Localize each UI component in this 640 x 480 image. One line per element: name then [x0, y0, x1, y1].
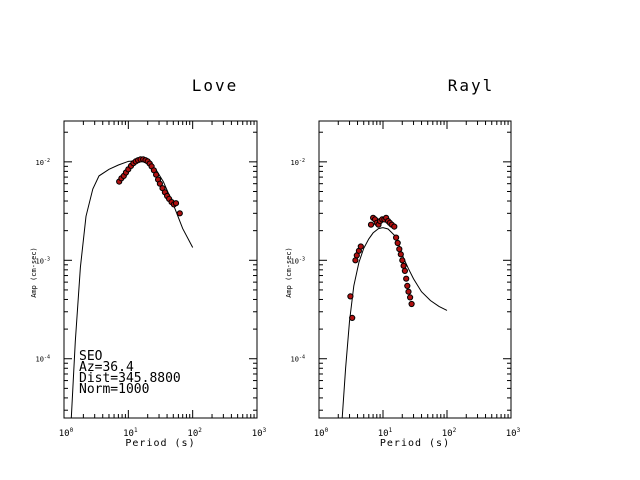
y-tick-label: 10-4 [291, 355, 305, 364]
x-tick-label-base: 10 [123, 429, 134, 439]
x-tick-label-base: 10 [506, 429, 517, 439]
x-tick-label-exponent: 0 [325, 427, 329, 434]
rayleigh-plot-frame [318, 120, 512, 419]
station-info-line: Dist=345.8800 [79, 371, 181, 386]
x-tick-label-exponent: 1 [389, 427, 393, 434]
y-tick-label-base: 10 [36, 159, 44, 167]
rayleigh-x-axis-label: Period (s) [380, 438, 450, 449]
station-info-line: Az=36.4 [79, 360, 134, 375]
x-tick-label: 101 [123, 427, 138, 439]
x-tick-label-exponent: 0 [70, 427, 74, 434]
y-tick-label-base: 10 [291, 257, 299, 265]
data-point [404, 282, 411, 289]
y-tick-label-exponent: -3 [299, 256, 305, 262]
rayleigh-observed-points [347, 214, 415, 321]
data-point [403, 275, 410, 282]
love-observed-points [116, 156, 183, 217]
x-tick-label: 100 [59, 427, 74, 439]
data-point [172, 200, 180, 207]
love-title: Love [192, 76, 239, 95]
love-y-ticks [64, 131, 257, 411]
x-tick-label: 102 [442, 427, 457, 439]
x-tick-label-exponent: 1 [134, 427, 138, 434]
y-tick-label-base: 10 [36, 356, 44, 364]
data-point [401, 267, 408, 274]
station-info-line: SEO [79, 349, 103, 364]
x-tick-label: 101 [378, 427, 393, 439]
x-tick-label-base: 10 [252, 429, 263, 439]
x-tick-label: 103 [252, 427, 267, 439]
love-y-axis-label: Amp (cm-sec) [30, 247, 38, 298]
data-point [400, 262, 407, 269]
data-point [156, 180, 163, 187]
x-tick-label-exponent: 3 [517, 427, 521, 434]
data-point [391, 223, 398, 230]
y-tick-label-exponent: -2 [299, 158, 305, 164]
y-tick-label: 10-2 [36, 158, 50, 167]
x-tick-label-base: 10 [59, 429, 70, 439]
data-point [394, 239, 401, 247]
y-tick-label: 10-4 [36, 355, 50, 364]
x-tick-label-exponent: 2 [453, 427, 457, 434]
data-point [367, 221, 375, 228]
data-point [393, 234, 400, 241]
data-point [347, 293, 354, 300]
love-model-curve [70, 160, 194, 419]
y-tick-label-exponent: -3 [44, 256, 50, 262]
data-point [397, 251, 404, 258]
data-point [399, 257, 406, 264]
data-point [176, 210, 183, 217]
x-tick-label: 102 [187, 427, 202, 439]
data-point [396, 246, 403, 253]
y-tick-label-exponent: -2 [44, 158, 50, 164]
x-tick-label: 103 [506, 427, 521, 439]
x-tick-label-base: 10 [442, 429, 453, 439]
y-tick-label-exponent: -4 [299, 355, 305, 361]
y-tick-label: 10-3 [291, 256, 305, 265]
x-tick-label-exponent: 2 [198, 427, 202, 434]
y-tick-label: 10-2 [291, 158, 305, 167]
y-tick-label-exponent: -4 [44, 355, 50, 361]
rayleigh-y-axis-label: Amp (cm-sec) [285, 247, 293, 298]
rayleigh-title: Rayl [448, 76, 495, 95]
station-info-line: Norm=1000 [79, 382, 149, 397]
data-point [408, 300, 415, 308]
y-tick-label-base: 10 [291, 159, 299, 167]
x-tick-label-exponent: 3 [263, 427, 267, 434]
x-tick-label: 100 [314, 427, 329, 439]
love-x-axis-label: Period (s) [125, 438, 195, 449]
x-tick-label-base: 10 [378, 429, 389, 439]
y-tick-label: 10-3 [36, 256, 50, 265]
data-point [349, 314, 356, 321]
rayleigh-model-curve [341, 227, 448, 419]
data-point [405, 288, 412, 295]
y-tick-label-base: 10 [291, 356, 299, 364]
data-point [407, 294, 414, 301]
y-tick-label-base: 10 [36, 257, 44, 265]
data-point [357, 243, 364, 250]
rayleigh-x-ticks [318, 121, 512, 418]
data-point [352, 257, 359, 264]
love-x-ticks [63, 121, 258, 418]
rayleigh-y-ticks [319, 131, 511, 411]
x-tick-label-base: 10 [314, 429, 325, 439]
x-tick-label-base: 10 [187, 429, 198, 439]
